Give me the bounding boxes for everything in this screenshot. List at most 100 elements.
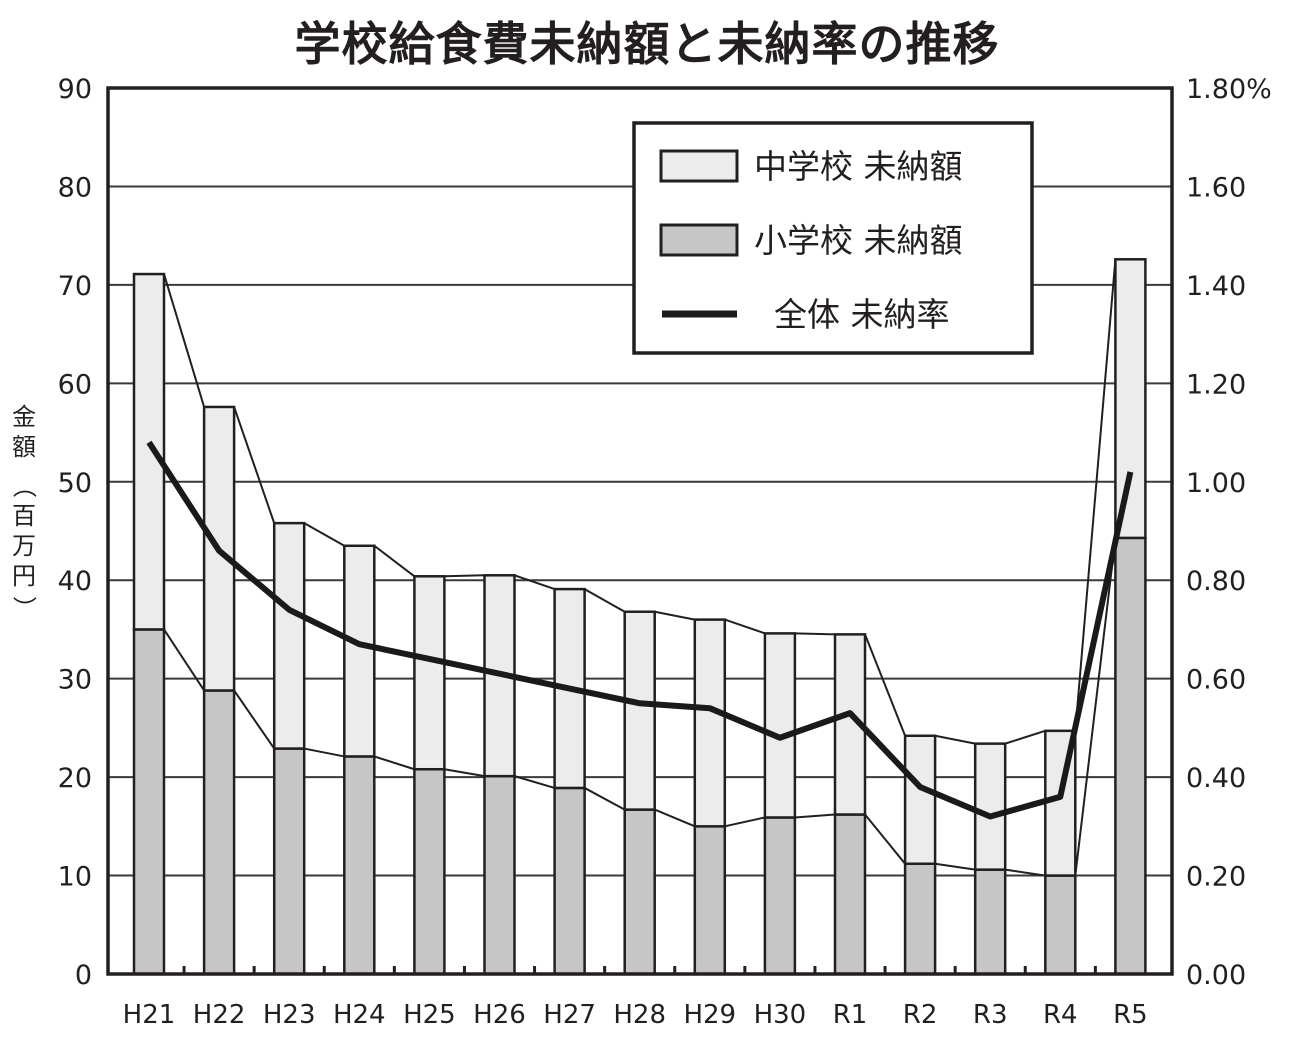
y-axis-label-char: 万 bbox=[12, 532, 36, 560]
bar-elementary-H26 bbox=[483, 774, 516, 976]
y-tick-label: 70 bbox=[58, 271, 92, 302]
y-tick-label: 80 bbox=[58, 172, 92, 203]
total-connector bbox=[233, 406, 276, 524]
legend-swatch-box bbox=[659, 149, 739, 183]
bar-elementary-R3 bbox=[973, 868, 1007, 976]
x-tick-label: H30 bbox=[754, 1000, 807, 1030]
bar-elementary-H23 bbox=[272, 747, 306, 976]
bar-elementary-R2 bbox=[903, 862, 937, 976]
y2-tick-label: 0.20 bbox=[1186, 862, 1246, 893]
y-tick-label: 10 bbox=[58, 862, 92, 893]
x-tick-label: H21 bbox=[123, 1000, 176, 1030]
elementary-connector bbox=[1005, 868, 1046, 877]
x-tick-label: H27 bbox=[543, 1000, 596, 1030]
x-tick-label: H26 bbox=[473, 1000, 526, 1030]
total-connector bbox=[163, 273, 206, 408]
plot-border bbox=[106, 86, 1174, 976]
legend-label: 全体 未納率 bbox=[774, 295, 950, 334]
elementary-connector bbox=[934, 862, 976, 871]
bar-elementary-H22 bbox=[202, 689, 236, 976]
bar-elementary-H21 bbox=[132, 628, 166, 976]
total-connector bbox=[444, 574, 485, 578]
elementary-connector bbox=[1074, 537, 1117, 876]
bar-elementary-H27 bbox=[553, 786, 586, 976]
rate-line bbox=[146, 440, 1134, 820]
y-axis-label-char: 円 bbox=[12, 562, 36, 590]
total-connector bbox=[373, 544, 416, 578]
total-connector bbox=[654, 610, 695, 621]
rate-polyline bbox=[146, 440, 1134, 820]
elementary-connector bbox=[373, 755, 415, 771]
y-axis-label-char: 額 bbox=[12, 433, 36, 461]
y2-tick-label: 1.80% bbox=[1186, 74, 1272, 105]
elementary-connector bbox=[444, 768, 485, 778]
legend-swatch-box bbox=[659, 223, 739, 257]
y-tick-label: 30 bbox=[58, 665, 92, 696]
y-tick-label: 20 bbox=[58, 763, 92, 794]
y-axis-label-char: （ bbox=[10, 474, 38, 498]
left-axis-label: 金額 （ 百万円 ） bbox=[10, 403, 38, 620]
y2-tick-label: 0.40 bbox=[1186, 763, 1246, 794]
left-axis-ticks: 0 10 20 30 40 50 60 70 80 90 bbox=[58, 74, 92, 991]
bar-connector-lines bbox=[163, 259, 1117, 877]
y2-tick-label: 1.60 bbox=[1186, 172, 1246, 203]
bar-juniorhigh-H25 bbox=[413, 575, 446, 771]
bar-juniorhigh-R2 bbox=[903, 734, 937, 865]
total-connector bbox=[514, 574, 555, 591]
y-axis-label-char: ） bbox=[10, 596, 38, 620]
total-connector bbox=[724, 618, 766, 635]
y2-tick-label: 1.20 bbox=[1186, 369, 1246, 400]
y2-tick-label: 1.00 bbox=[1186, 468, 1246, 499]
bar-elementary-H29 bbox=[693, 825, 727, 976]
total-connector bbox=[584, 588, 626, 613]
y-tick-label: 50 bbox=[58, 468, 92, 499]
legend-label: 中学校 未納額 bbox=[754, 147, 963, 186]
elementary-connector bbox=[233, 689, 276, 750]
bar-elementary-R4 bbox=[1044, 874, 1077, 976]
bar-juniorhigh-H21 bbox=[132, 272, 166, 631]
elementary-connector bbox=[514, 775, 555, 789]
y2-tick-label: 0.00 bbox=[1186, 960, 1246, 991]
x-tick-label: R3 bbox=[973, 1000, 1008, 1030]
y2-tick-label: 1.40 bbox=[1186, 271, 1246, 302]
elementary-connector bbox=[794, 813, 836, 819]
y-tick-label: 40 bbox=[58, 566, 92, 597]
legend-label: 小学校 未納額 bbox=[754, 221, 963, 260]
x-tick-label: R5 bbox=[1113, 1000, 1148, 1030]
chart-title: 学校給食費未納額と未納率の推移 bbox=[294, 17, 1000, 71]
total-connector bbox=[1074, 259, 1117, 731]
plot-frame bbox=[106, 86, 1174, 976]
elementary-connector bbox=[864, 813, 906, 865]
bar-elementary-R5 bbox=[1114, 536, 1147, 976]
y-tick-label: 60 bbox=[58, 369, 92, 400]
bar-elementary-H24 bbox=[343, 755, 376, 976]
x-tick-label: R4 bbox=[1043, 1000, 1078, 1030]
elementary-connector bbox=[304, 747, 345, 758]
right-axis-ticks: 0.00 0.20 0.40 0.60 0.80 1.00 1.20 1.40 1.60 1.80… bbox=[1186, 74, 1272, 991]
x-tick-label: R1 bbox=[833, 1000, 868, 1030]
bar-juniorhigh-R5 bbox=[1114, 258, 1147, 540]
elementary-connector bbox=[584, 787, 626, 811]
bar-elementary-H28 bbox=[623, 808, 656, 976]
elementary-connector bbox=[654, 808, 696, 828]
stacked-bars bbox=[132, 258, 1147, 976]
x-axis-ticks: H21 H22 H23 H24 H25 H26 H27 H28 H29 H30 R1 R2 R3 R4 R5 bbox=[123, 1000, 1148, 1030]
bar-elementary-H25 bbox=[413, 767, 446, 976]
total-connector bbox=[303, 522, 345, 547]
y-axis-label-char: 金 bbox=[12, 403, 36, 431]
total-connector bbox=[934, 734, 976, 745]
bar-juniorhigh-H28 bbox=[623, 610, 656, 811]
y2-tick-label: 0.60 bbox=[1186, 665, 1246, 696]
x-tick-label: R2 bbox=[903, 1000, 938, 1030]
y2-tick-label: 0.80 bbox=[1186, 566, 1246, 597]
x-tick-label: H24 bbox=[333, 1000, 386, 1030]
x-tick-label: H29 bbox=[683, 1000, 736, 1030]
elementary-connector bbox=[724, 816, 766, 828]
x-tick-label: H23 bbox=[263, 1000, 316, 1030]
bar-juniorhigh-H22 bbox=[202, 405, 236, 692]
x-tick-label: H22 bbox=[193, 1000, 246, 1030]
total-connector bbox=[794, 632, 836, 636]
total-connector bbox=[864, 633, 907, 737]
